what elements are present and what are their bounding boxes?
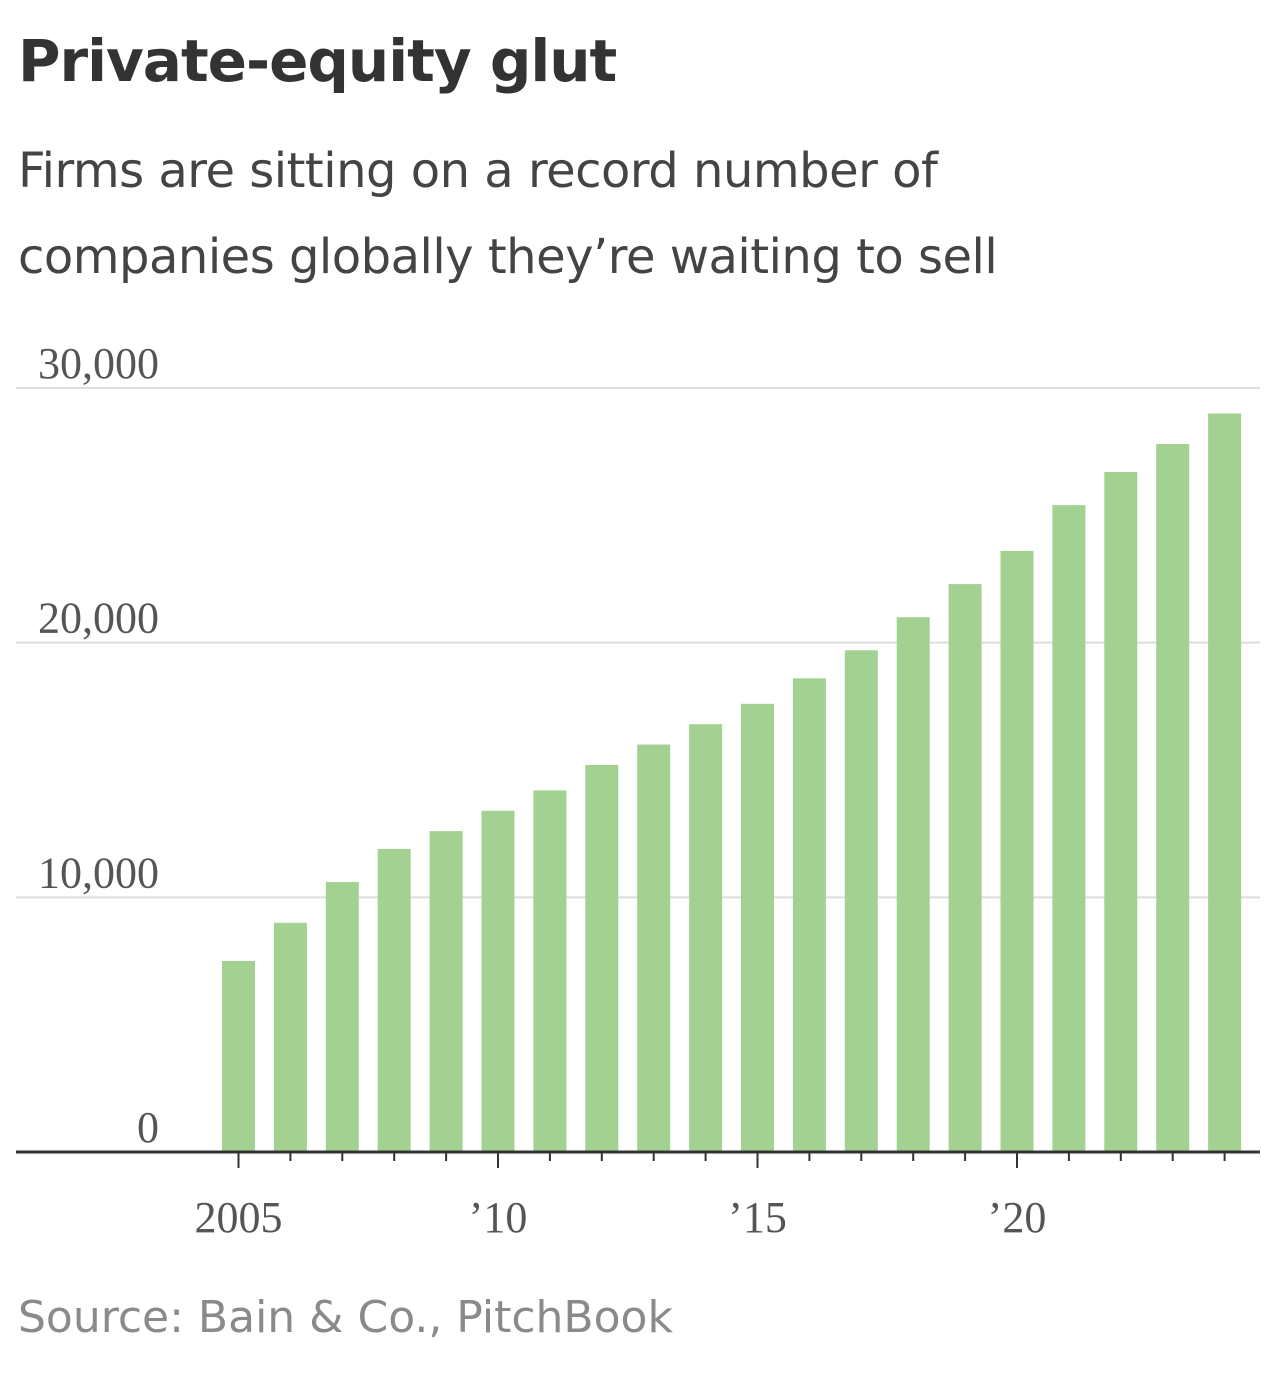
chart-title: Private-equity glut <box>18 27 617 95</box>
bar-2019 <box>948 584 982 1152</box>
bar-2024 <box>1208 413 1242 1152</box>
bar-2015 <box>741 703 774 1152</box>
bar-2005 <box>222 961 255 1152</box>
y-tick-label: 20,000 <box>38 594 159 643</box>
y-tick-label: 10,000 <box>38 848 159 897</box>
bar-2012 <box>585 764 619 1152</box>
bar-2009 <box>429 831 463 1152</box>
bars <box>222 413 1242 1152</box>
x-tick-label: ’15 <box>728 1193 787 1242</box>
bar-2022 <box>1104 472 1138 1152</box>
bar-2006 <box>273 922 307 1152</box>
x-axis <box>16 1150 1260 1168</box>
bar-2013 <box>637 744 671 1152</box>
bar-2021 <box>1052 505 1086 1152</box>
bar-2016 <box>792 678 826 1152</box>
bar-2018 <box>896 617 930 1152</box>
bar-2010 <box>481 810 515 1152</box>
bar-2014 <box>689 724 723 1152</box>
source-note: Source: Bain & Co., PitchBook <box>18 1292 673 1343</box>
bar-2017 <box>844 650 878 1152</box>
chart-subtitle: Firms are sitting on a record number of … <box>18 143 998 285</box>
tick-labels: 0 10,000 20,000 30,000 2005 ’10 ’15 ’20 <box>38 339 1046 1242</box>
bar-2011 <box>533 790 567 1152</box>
y-tick-label: 30,000 <box>38 339 159 388</box>
bar-2020 <box>1000 550 1034 1152</box>
bar-chart: 0 10,000 20,000 30,000 2005 ’10 ’15 ’20 <box>16 339 1260 1242</box>
x-tick-label: 2005 <box>195 1193 283 1242</box>
x-tick-label: ’20 <box>988 1193 1047 1242</box>
bar-2023 <box>1156 444 1190 1152</box>
y-tick-label: 0 <box>137 1103 159 1152</box>
bar-2008 <box>377 848 411 1152</box>
bar-2007 <box>325 882 359 1152</box>
x-tick-label: ’10 <box>469 1193 528 1242</box>
